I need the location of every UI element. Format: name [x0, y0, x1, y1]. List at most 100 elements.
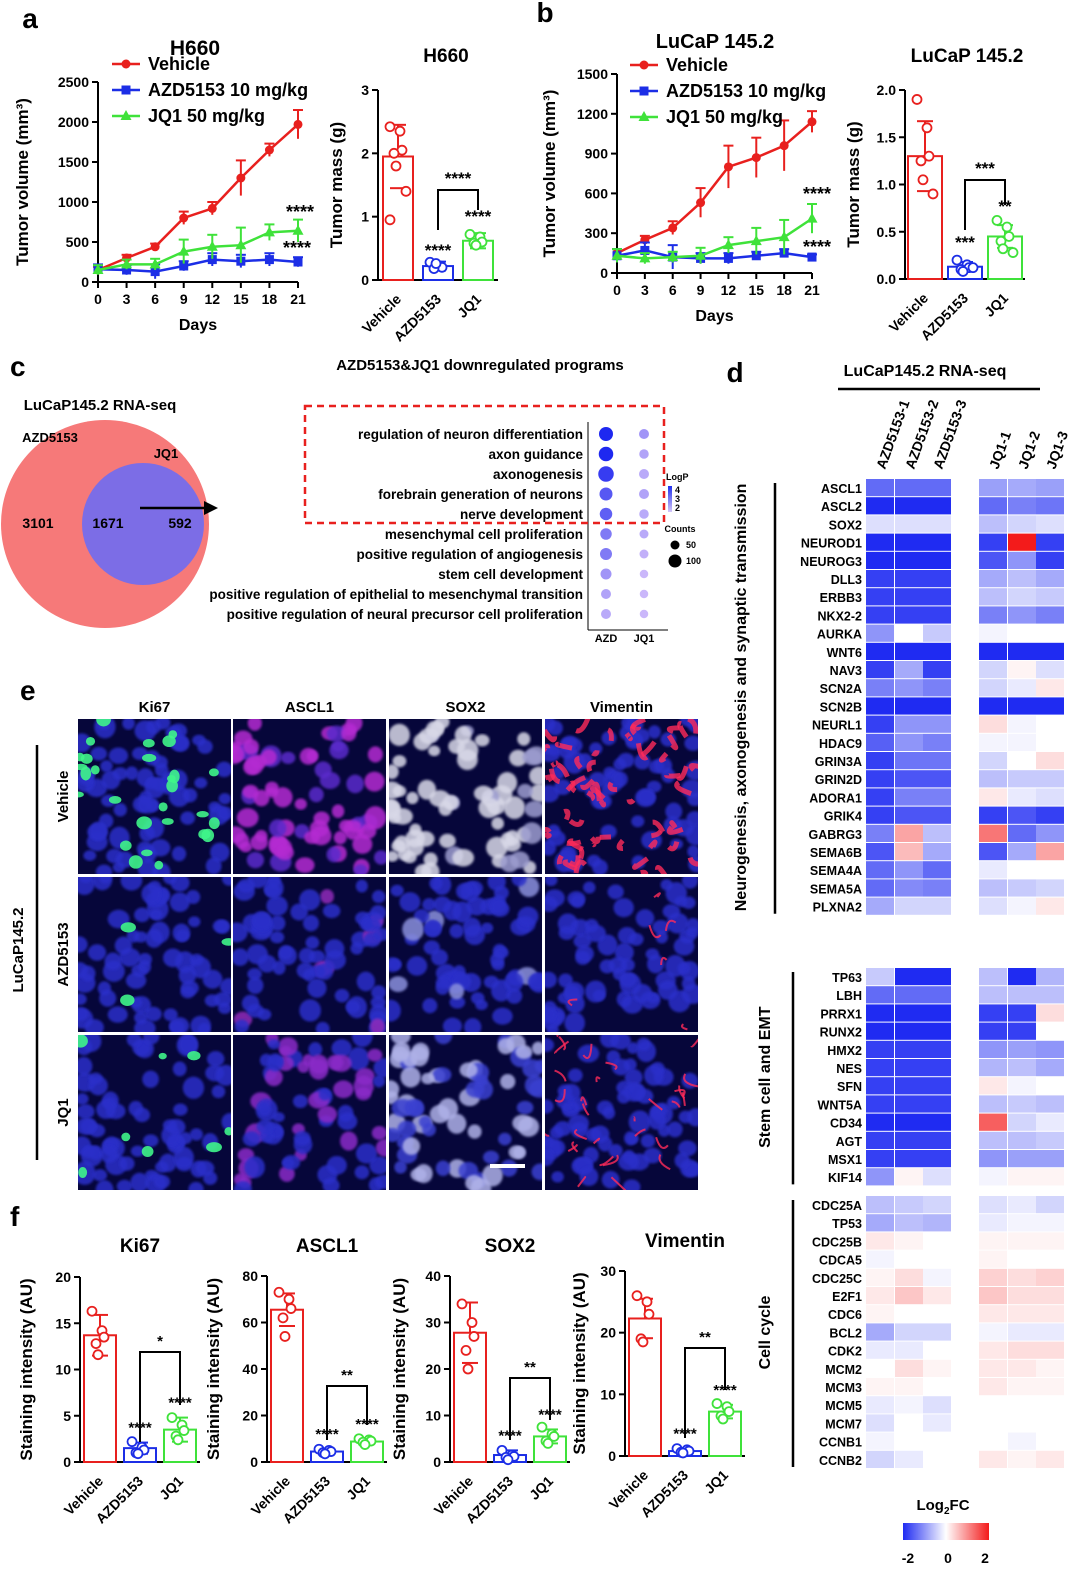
heatmap-column-label: JQ1-3: [1043, 429, 1071, 471]
y-tick-label: 60: [242, 1315, 258, 1331]
group-label: Stem cell and EMT: [757, 1006, 774, 1148]
series-line: [97, 123, 299, 272]
nucleus: [456, 883, 472, 900]
data-point: [430, 258, 442, 269]
micrograph-sox2-jq1: [389, 1035, 542, 1190]
vimentin-signal: [648, 839, 658, 850]
ki67-signal: [78, 1035, 88, 1048]
dot: [599, 507, 613, 521]
heatmap-cell: [1036, 679, 1064, 697]
ki67-signal: [78, 791, 84, 798]
heatmap-cell: [1008, 661, 1036, 679]
vimentin-signal: [658, 1154, 671, 1171]
data-point: [456, 1298, 468, 1310]
gene-label: CDC25A: [812, 1199, 862, 1213]
data-point: [695, 249, 707, 260]
nucleus: [141, 883, 161, 904]
counts-title: Counts: [665, 524, 696, 534]
vimentin-signal: [658, 751, 669, 763]
nucleus: [506, 988, 523, 1004]
heatmap-cell: [895, 1232, 923, 1250]
gene-label: SOX2: [829, 518, 862, 532]
heatmap-cell: [979, 551, 1007, 569]
nucleus: [681, 896, 696, 909]
nucleus: [470, 992, 485, 1005]
nucleus: [389, 812, 402, 824]
nucleus: [613, 898, 634, 918]
heatmap-cell: [866, 824, 894, 842]
nucleus: [531, 1041, 542, 1055]
x-tick-label: 3: [123, 291, 131, 307]
nucleus: [449, 995, 466, 1009]
heatmap-cell: [866, 1077, 894, 1095]
heatmap-cell: [895, 1359, 923, 1377]
heatmap-cell: [979, 1214, 1007, 1232]
nucleus: [389, 764, 399, 780]
heatmap-cell: [923, 1432, 951, 1450]
heatmap-cell: [923, 806, 951, 824]
data-point: [166, 1412, 178, 1423]
heatmap-cell: [1008, 1250, 1036, 1268]
colorbar-tick: 0: [944, 1550, 952, 1566]
heatmap-column-label: JQ1-1: [986, 429, 1014, 471]
nucleus: [392, 755, 407, 768]
nucleus: [408, 1099, 425, 1117]
x-tick-label: 18: [776, 282, 792, 298]
nucleus: [233, 1181, 252, 1190]
nucleus: [120, 877, 143, 891]
nucleus: [548, 1139, 566, 1156]
nucleus: [529, 766, 542, 786]
data-point: [179, 261, 189, 271]
vimentin-signal: [562, 859, 578, 872]
sig-label: ****: [803, 237, 831, 257]
nucleus: [636, 1037, 651, 1051]
dot: [639, 529, 649, 539]
nucleus: [500, 1159, 518, 1177]
dot: [599, 487, 613, 501]
nucleus: [134, 1011, 148, 1025]
gene-label: GRIN3A: [815, 755, 862, 769]
nucleus: [189, 1128, 203, 1141]
heatmap-cell: [866, 1168, 894, 1186]
nucleus: [674, 1152, 690, 1169]
heatmap-cell: [923, 1059, 951, 1077]
data-point: [502, 1454, 514, 1466]
gene-label: NAV3: [830, 664, 862, 678]
nucleus: [108, 747, 129, 764]
heatmap-cell: [866, 606, 894, 624]
nucleus: [577, 1044, 600, 1063]
heatmap-cell: [895, 570, 923, 588]
heatmap-cell: [923, 1168, 951, 1186]
heatmap-cell: [866, 1150, 894, 1168]
heatmap-cell: [923, 1414, 951, 1432]
nucleus: [99, 989, 117, 1007]
panel-label-e: e: [20, 675, 36, 706]
sig-bracket: [509, 1377, 551, 1440]
vimentin-signal: [595, 1076, 601, 1083]
micrograph-ascl1-jq1: [233, 1035, 386, 1190]
heatmap-cell: [1036, 1168, 1064, 1186]
heatmap-cell: [923, 479, 951, 497]
nucleus: [449, 924, 464, 939]
nucleus: [449, 983, 465, 1000]
nucleus: [261, 749, 277, 765]
vimentin-signal: [654, 864, 668, 874]
nucleus: [545, 745, 561, 763]
heatmap-cell: [979, 588, 1007, 606]
ki67-signal: [90, 765, 100, 775]
nucleus: [391, 1099, 414, 1117]
data-point: [149, 258, 161, 269]
gene-label: PLXNA2: [813, 901, 862, 915]
legend-label: Vehicle: [148, 54, 210, 74]
term-label: mesenchymal cell proliferation: [385, 527, 583, 542]
nucleus: [113, 802, 127, 817]
nucleus: [684, 735, 698, 751]
vimentin-signal: [573, 1128, 588, 1141]
gene-label: DLL3: [831, 573, 862, 587]
heatmap-cell: [979, 1095, 1007, 1113]
nucleus: [217, 806, 231, 821]
heatmap-cell: [979, 770, 1007, 788]
vimentin-signal: [606, 727, 614, 742]
heatmap-cell: [923, 1250, 951, 1268]
highlight-box: [303, 404, 666, 525]
